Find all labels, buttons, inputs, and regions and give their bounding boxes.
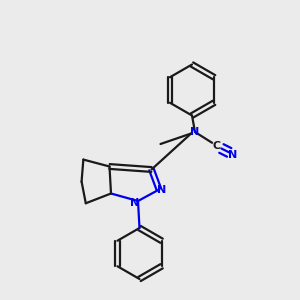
- Text: N: N: [158, 184, 166, 195]
- Text: N: N: [229, 149, 238, 160]
- Text: C: C: [212, 140, 221, 151]
- Text: N: N: [190, 127, 200, 137]
- Text: N: N: [130, 198, 140, 208]
